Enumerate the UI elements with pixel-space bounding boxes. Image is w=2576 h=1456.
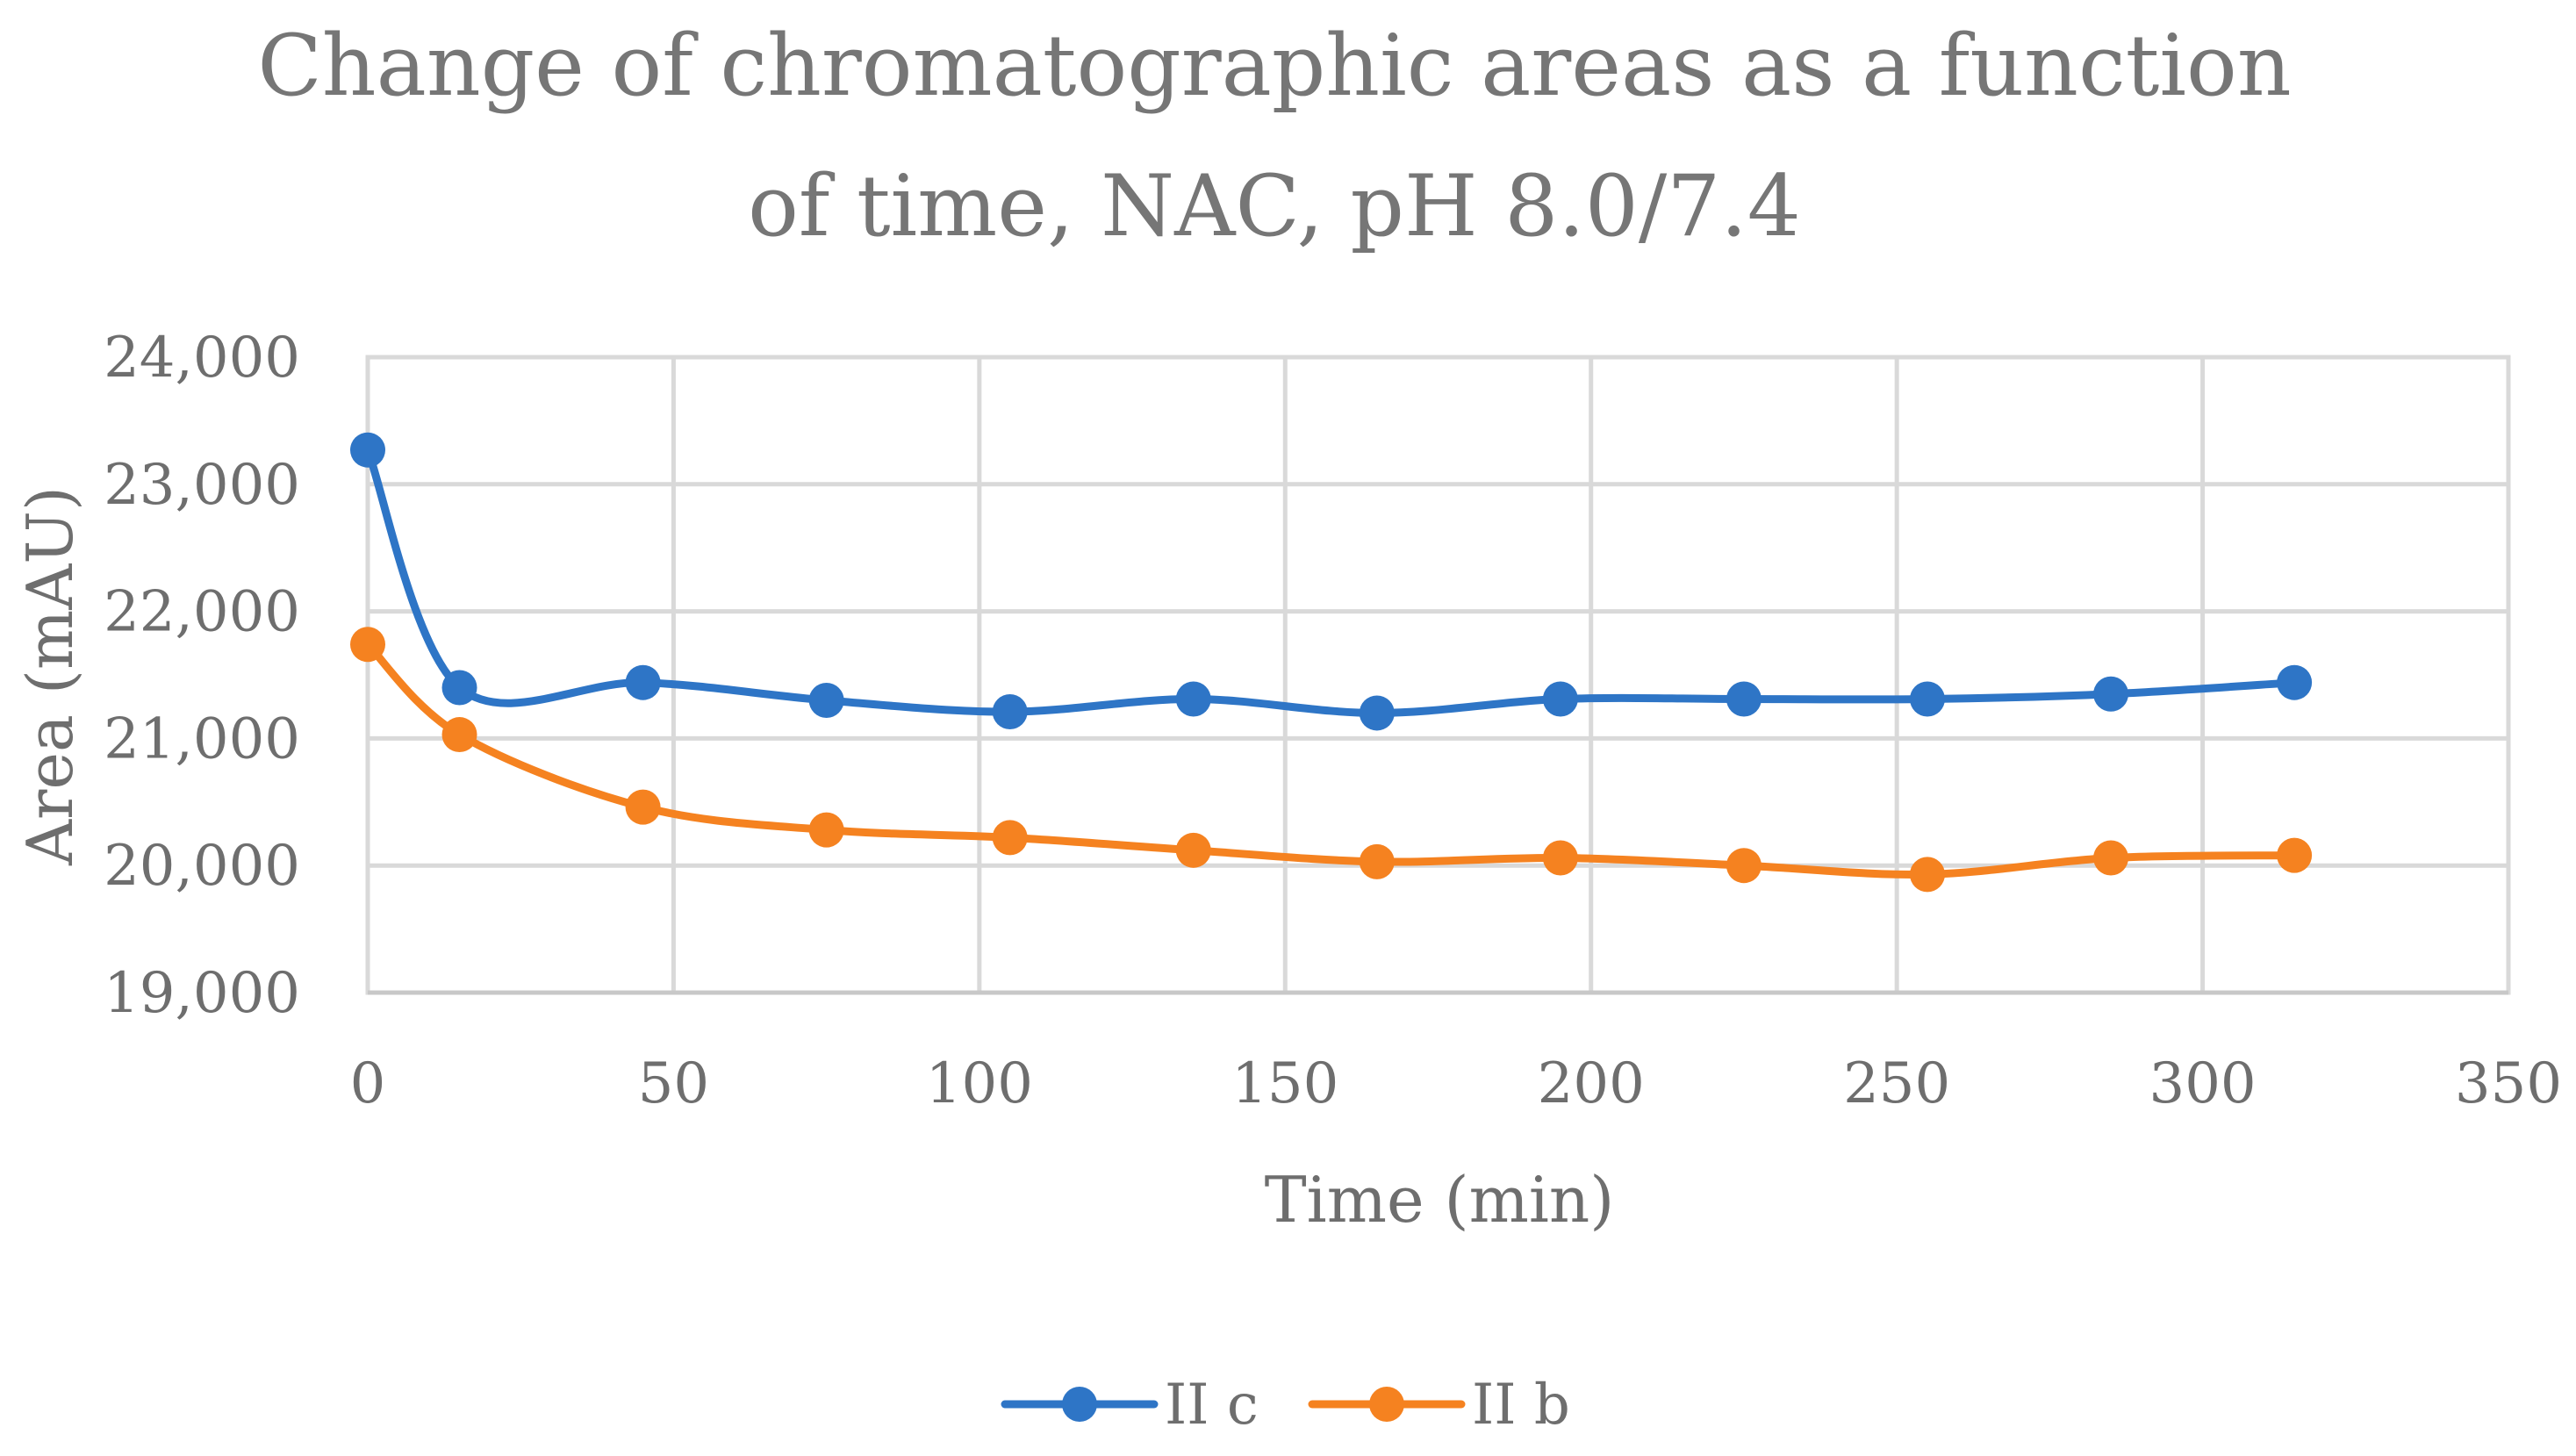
data-point	[1359, 843, 1395, 879]
data-point	[1359, 695, 1395, 731]
legend-swatch-marker	[1062, 1387, 1097, 1422]
x-tick-label: 200	[1538, 1051, 1645, 1116]
data-point	[2277, 664, 2313, 700]
data-point	[2093, 676, 2129, 712]
data-point	[1726, 681, 1762, 717]
data-point	[350, 627, 385, 663]
x-tick-label: 100	[926, 1051, 1033, 1116]
data-point	[1909, 857, 1945, 893]
data-point	[808, 812, 844, 848]
data-point	[1175, 832, 1211, 868]
data-point	[625, 664, 661, 700]
x-tick-label: 150	[1231, 1051, 1338, 1116]
series-layer	[350, 432, 2313, 893]
y-axis-title: Area (mAU)	[13, 486, 87, 866]
legend: II c II b	[1001, 1373, 1570, 1438]
y-axis-ticks: 19,000 20,000 21,000 22,000 23,000 24,000	[104, 326, 300, 1026]
data-point	[441, 670, 477, 706]
legend-label: II b	[1472, 1373, 1570, 1438]
y-tick-label: 22,000	[104, 580, 300, 645]
data-point	[1909, 681, 1945, 717]
legend-entry: II b	[1308, 1373, 1570, 1438]
legend-label: II c	[1165, 1373, 1259, 1438]
data-point	[441, 717, 477, 753]
data-point	[350, 432, 385, 468]
data-point	[992, 693, 1028, 729]
data-point	[1175, 681, 1211, 717]
x-tick-label: 250	[1843, 1051, 1950, 1116]
x-tick-label: 300	[2149, 1051, 2256, 1116]
legend-swatch-marker	[1369, 1387, 1404, 1422]
data-point	[1542, 681, 1578, 717]
data-point	[1726, 848, 1762, 884]
chart-title-line-2: of time, NAC, pH 8.0/7.4	[748, 157, 1801, 255]
data-point	[808, 682, 844, 718]
y-tick-label: 20,000	[104, 834, 300, 899]
y-tick-label: 21,000	[104, 706, 300, 771]
series-ii-c	[350, 432, 2313, 731]
legend-entry: II c	[1001, 1373, 1259, 1438]
data-point	[1542, 840, 1578, 876]
data-point	[2093, 840, 2129, 876]
data-point	[625, 789, 661, 825]
x-axis-ticks: 0 50 100 150 200 250 300 350	[350, 1051, 2562, 1116]
series-ii-b	[350, 627, 2313, 893]
y-tick-label: 24,000	[104, 326, 300, 391]
x-tick-label: 350	[2455, 1051, 2562, 1116]
x-tick-label: 0	[350, 1051, 386, 1116]
x-tick-label: 50	[638, 1051, 709, 1116]
chart-title-line-1: Change of chromatographic areas as a fun…	[257, 17, 2291, 115]
data-point	[992, 820, 1028, 856]
y-tick-label: 19,000	[104, 961, 300, 1026]
grid	[365, 355, 2511, 995]
y-tick-label: 23,000	[104, 453, 300, 518]
plot-area	[365, 355, 2511, 995]
data-point	[2277, 837, 2313, 873]
x-axis-title: Time (min)	[1265, 1163, 1615, 1237]
